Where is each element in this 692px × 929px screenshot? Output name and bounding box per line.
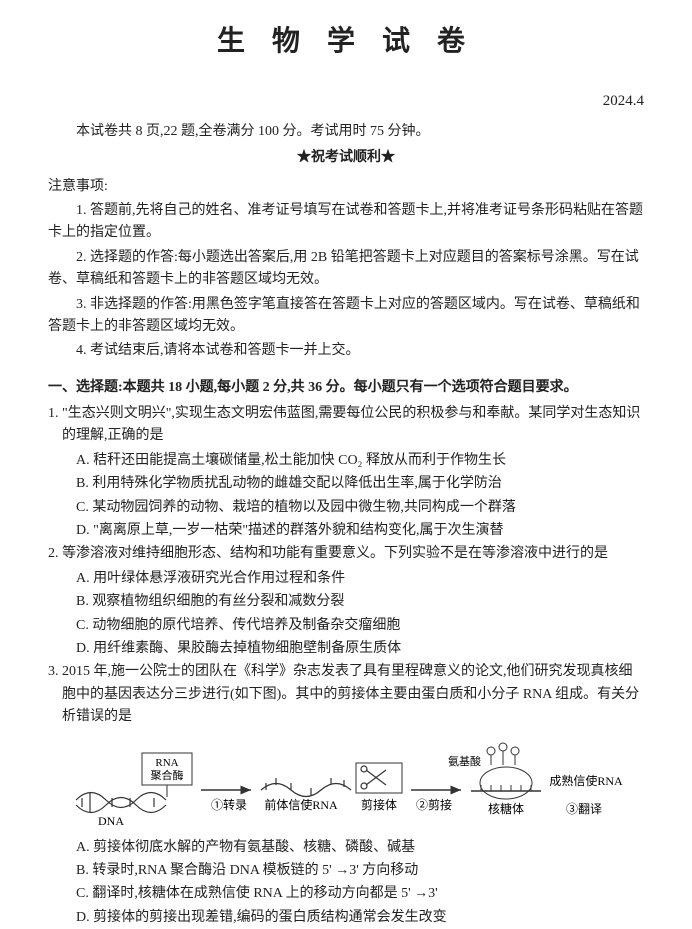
dna-label: DNA [98, 814, 124, 828]
q3-opt-b: B. 转录时,RNA 聚合酶沿 DNA 模板链的 5' →3' 方向移动 [48, 860, 644, 882]
exam-title: 生 物 学 试 卷 [48, 20, 644, 65]
q3-opt-a: A. 剪接体彻底水解的产物有氨基酸、核糖、磷酸、碱基 [48, 837, 644, 859]
q2-opt-b: B. 观察植物组织细胞的有丝分裂和减数分裂 [48, 591, 644, 613]
q1-opt-d: D. "离离原上草,一岁一枯荣"描述的群落外貌和结构变化,属于次生演替 [48, 520, 644, 542]
exam-date: 2024.4 [48, 89, 644, 113]
q2-opt-d: D. 用纤维素酶、果胶酶去掉植物细胞壁制备原生质体 [48, 638, 644, 660]
rna-poly-label-2: 聚合酶 [151, 768, 184, 782]
q3-opt-c: C. 翻译时,核糖体在成熟信使 RNA 上的移动方向都是 5' →3' [48, 883, 644, 905]
mature-label: 成熟信使RNA [549, 773, 623, 788]
step2-label: ②剪接 [416, 797, 452, 812]
note-4: 4. 考试结束后,请将本试卷和答题卡一并上交。 [48, 340, 644, 362]
notes-heading: 注意事项: [48, 176, 644, 198]
q1-stem: 1. "生态兴则文明兴",实现生态文明宏伟蓝图,需要每位公民的积极参与和奉献。某… [48, 403, 644, 448]
q3-diagram: DNA RNA 聚合酶 ①转录 前体信使RNA 剪接体 ②剪接 氨基酸 核糖体 … [48, 735, 644, 831]
note-3: 3. 非选择题的作答:用黑色签字笔直接答在答题卡上对应的答题区域内。写在试卷、草… [48, 294, 644, 339]
section-1-header: 一、选择题:本题共 18 小题,每小题 2 分,共 36 分。每小题只有一个选项… [48, 377, 644, 399]
pre-mrna-label: 前体信使RNA [264, 797, 338, 812]
q2-opt-c: C. 动物细胞的原代培养、传代培养及制备杂交瘤细胞 [48, 615, 644, 637]
q3-opt-d: D. 剪接体的剪接出现差错,编码的蛋白质结构通常会发生改变 [48, 907, 644, 929]
q2-opt-a: A. 用叶绿体悬浮液研究光合作用过程和条件 [48, 568, 644, 590]
note-2: 2. 选择题的作答:每小题选出答案后,用 2B 铅笔把答题卡上对应题目的答案标号… [48, 247, 644, 292]
q1-opt-b: B. 利用特殊化学物质扰乱动物的雌雄交配以降低出生率,属于化学防治 [48, 473, 644, 495]
note-1: 1. 答题前,先将自己的姓名、准考证号填写在试卷和答题卡上,并将准考证号条形码粘… [48, 200, 644, 245]
rna-poly-label-1: RNA [155, 757, 178, 769]
splice-label: 剪接体 [361, 797, 397, 812]
q1-opt-a: A. 秸秆还田能提高土壤碳储量,松土能加快 CO₂ 释放从而利于作物生长 [48, 450, 644, 472]
q1-opt-c: C. 某动物园饲养的动物、栽培的植物以及园中微生物,共同构成一个群落 [48, 497, 644, 519]
ribosome-label: 核糖体 [488, 801, 524, 816]
step3-label: ③翻译 [566, 802, 602, 816]
q3-stem: 3. 2015 年,施一公院士的团队在《科学》杂志发表了具有里程碑意义的论文,他… [48, 661, 644, 728]
wish-text: ★祝考试顺利★ [48, 147, 644, 169]
step1-label: ①转录 [211, 797, 247, 812]
q2-stem: 2. 等渗溶液对维持细胞形态、结构和功能有重要意义。下列实验不是在等渗溶液中进行… [48, 543, 644, 565]
intro-text: 本试卷共 8 页,22 题,全卷满分 100 分。考试用时 75 分钟。 [48, 121, 644, 143]
aa-label: 氨基酸 [448, 754, 481, 768]
